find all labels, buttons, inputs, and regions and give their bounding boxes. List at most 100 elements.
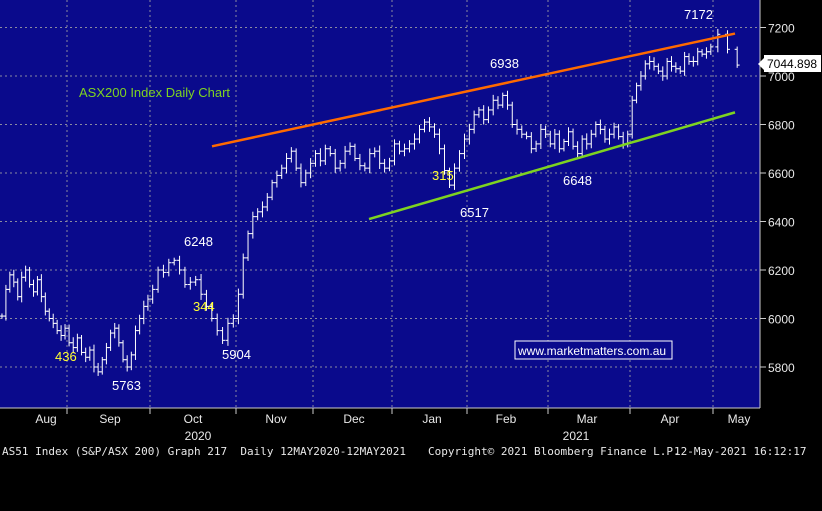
price-bar bbox=[466, 123, 472, 145]
price-bar bbox=[417, 124, 422, 144]
price-bar bbox=[230, 314, 236, 328]
price-bar bbox=[279, 164, 285, 179]
price-bar bbox=[543, 125, 549, 138]
price-bar bbox=[225, 317, 231, 346]
price-bar bbox=[514, 119, 520, 135]
price-bar bbox=[412, 133, 417, 150]
footer-timestamp: 12-May-2021 16:12:17 bbox=[674, 445, 807, 458]
price-bar bbox=[476, 107, 482, 118]
last-price-label: 7044.898 bbox=[767, 57, 817, 71]
price-bar bbox=[538, 124, 544, 149]
price-bar bbox=[193, 275, 199, 286]
annotation-6648: 6648 bbox=[563, 173, 592, 188]
price-bar bbox=[198, 274, 204, 300]
price-bar bbox=[437, 128, 442, 155]
price-bar bbox=[187, 277, 193, 290]
x-tick-label: Feb bbox=[496, 412, 517, 426]
price-bar bbox=[342, 145, 348, 169]
price-bar bbox=[462, 133, 467, 159]
price-bar bbox=[166, 258, 172, 277]
price-bar bbox=[177, 255, 183, 275]
price-bar bbox=[357, 153, 363, 171]
price-bar bbox=[250, 211, 256, 239]
annotation-6248: 6248 bbox=[184, 234, 213, 249]
price-bar bbox=[452, 163, 457, 190]
price-bar bbox=[255, 208, 261, 221]
price-bar bbox=[245, 230, 251, 261]
trend-lines bbox=[211, 32, 736, 221]
annotation-7172: 7172 bbox=[684, 7, 713, 22]
price-bar bbox=[734, 46, 740, 68]
price-bar bbox=[447, 167, 452, 189]
price-bar bbox=[377, 145, 383, 169]
x-tick-label: Apr bbox=[661, 412, 680, 426]
price-bar bbox=[715, 28, 721, 53]
price-bar bbox=[402, 143, 407, 157]
duration-315: 315 bbox=[432, 168, 454, 183]
price-bar bbox=[155, 266, 161, 293]
x-tick-label: May bbox=[728, 412, 751, 426]
price-bar bbox=[352, 143, 358, 162]
y-tick-label: 7000 bbox=[768, 70, 795, 84]
price-bar bbox=[362, 162, 368, 172]
asx200-daily-chart: 5800 6000 6200 6400 6600 6800 7000 7200 Aug Sep O… bbox=[0, 0, 822, 443]
annotation-5763: 5763 bbox=[112, 378, 141, 393]
annotation-6517: 6517 bbox=[460, 205, 489, 220]
price-bar bbox=[240, 253, 246, 299]
plot-background bbox=[0, 0, 760, 408]
year-label: 2021 bbox=[563, 429, 590, 443]
price-bar bbox=[259, 201, 265, 218]
watermark-badge: www.marketmatters.com.au bbox=[514, 340, 673, 360]
price-bar bbox=[182, 266, 188, 288]
price-bar bbox=[407, 140, 412, 153]
price-bar bbox=[209, 303, 215, 322]
y-tick-label: 6200 bbox=[768, 264, 795, 278]
watermark-text: www.marketmatters.com.au bbox=[517, 344, 666, 358]
x-tick-label: Aug bbox=[35, 412, 56, 426]
support-trend-line bbox=[368, 111, 736, 221]
x-tick-label: Dec bbox=[343, 412, 364, 426]
price-bar bbox=[471, 110, 477, 134]
x-tick-label: Mar bbox=[577, 412, 598, 426]
chart-title: ASX200 Index Daily Chart bbox=[79, 85, 230, 100]
price-bar bbox=[505, 90, 510, 110]
x-tick-label: Nov bbox=[265, 412, 286, 426]
price-bar bbox=[308, 158, 314, 179]
price-bar bbox=[427, 117, 432, 132]
price-bar bbox=[293, 148, 299, 171]
price-bar bbox=[317, 148, 323, 167]
last-price-badge: 7044.898 bbox=[758, 55, 821, 72]
price-bar bbox=[500, 92, 506, 108]
price-bar bbox=[442, 144, 447, 175]
price-bar bbox=[495, 96, 501, 110]
price-bar bbox=[533, 140, 539, 152]
y-tick-label: 6800 bbox=[768, 119, 795, 133]
price-bar bbox=[387, 157, 393, 172]
price-bar bbox=[171, 257, 177, 266]
price-bar bbox=[264, 193, 270, 212]
price-bar bbox=[327, 145, 333, 157]
price-bar bbox=[524, 131, 530, 140]
price-bar bbox=[367, 148, 373, 174]
annotations: 7172 6938 6248 6517 6648 5904 5763 436 3… bbox=[55, 7, 713, 393]
price-bar bbox=[284, 153, 290, 174]
y-tick-label: 6000 bbox=[768, 313, 795, 327]
price-bar bbox=[288, 147, 294, 163]
price-bar bbox=[392, 139, 397, 166]
x-tick-label: Oct bbox=[184, 412, 203, 426]
duration-436: 436 bbox=[55, 349, 77, 364]
price-bar bbox=[382, 158, 388, 173]
resistance-trend-line bbox=[211, 32, 736, 148]
price-bar bbox=[337, 159, 343, 172]
price-bar bbox=[490, 94, 496, 116]
y-tick-label: 6600 bbox=[768, 167, 795, 181]
footer-copyright: Copyright© 2021 Bloomberg Finance L.P. bbox=[428, 445, 680, 458]
price-bar bbox=[145, 294, 151, 311]
price-bar bbox=[303, 169, 309, 187]
price-bar bbox=[269, 179, 275, 201]
y-tick-label: 5800 bbox=[768, 361, 795, 375]
bloomberg-footer: AS51 Index (S&P/ASX 200) Graph 217 Daily… bbox=[0, 443, 822, 460]
annotation-6938: 6938 bbox=[490, 56, 519, 71]
price-bar bbox=[457, 150, 462, 172]
y-tick-label: 7200 bbox=[768, 22, 795, 36]
